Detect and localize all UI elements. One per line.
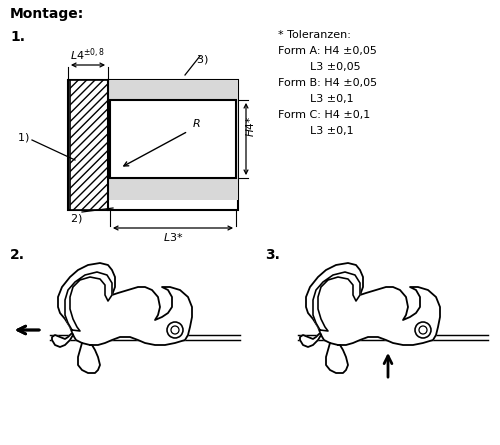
Text: L3 ±0,1: L3 ±0,1 xyxy=(310,94,354,104)
Bar xyxy=(70,80,108,210)
Text: $R$: $R$ xyxy=(192,117,201,129)
Text: 1.: 1. xyxy=(10,30,25,44)
Polygon shape xyxy=(65,272,112,331)
Text: Form A: H4 ±0,05: Form A: H4 ±0,05 xyxy=(278,46,377,56)
Text: L3 ±0,1: L3 ±0,1 xyxy=(310,126,354,136)
Text: Montage:: Montage: xyxy=(10,7,84,21)
Text: 2.: 2. xyxy=(10,248,25,262)
Polygon shape xyxy=(58,263,192,345)
Text: 3.: 3. xyxy=(265,248,280,262)
Polygon shape xyxy=(313,272,360,331)
Polygon shape xyxy=(300,333,321,347)
Bar xyxy=(68,80,238,210)
Text: $H4$*: $H4$* xyxy=(244,116,256,137)
Text: L3 ±0,05: L3 ±0,05 xyxy=(310,62,360,72)
Polygon shape xyxy=(306,263,440,345)
Text: $L3$*: $L3$* xyxy=(162,231,184,243)
Text: $3)$: $3)$ xyxy=(196,53,208,66)
Text: Form C: H4 ±0,1: Form C: H4 ±0,1 xyxy=(278,110,370,120)
Text: $1)$: $1)$ xyxy=(18,132,30,145)
Text: $2)$: $2)$ xyxy=(70,212,82,225)
Text: $L4^{\pm0,8}$: $L4^{\pm0,8}$ xyxy=(70,46,106,63)
Bar xyxy=(110,100,236,178)
Polygon shape xyxy=(52,333,73,347)
Text: * Toleranzen:: * Toleranzen: xyxy=(278,30,351,40)
Text: Form B: H4 ±0,05: Form B: H4 ±0,05 xyxy=(278,78,377,88)
Bar xyxy=(108,80,238,200)
